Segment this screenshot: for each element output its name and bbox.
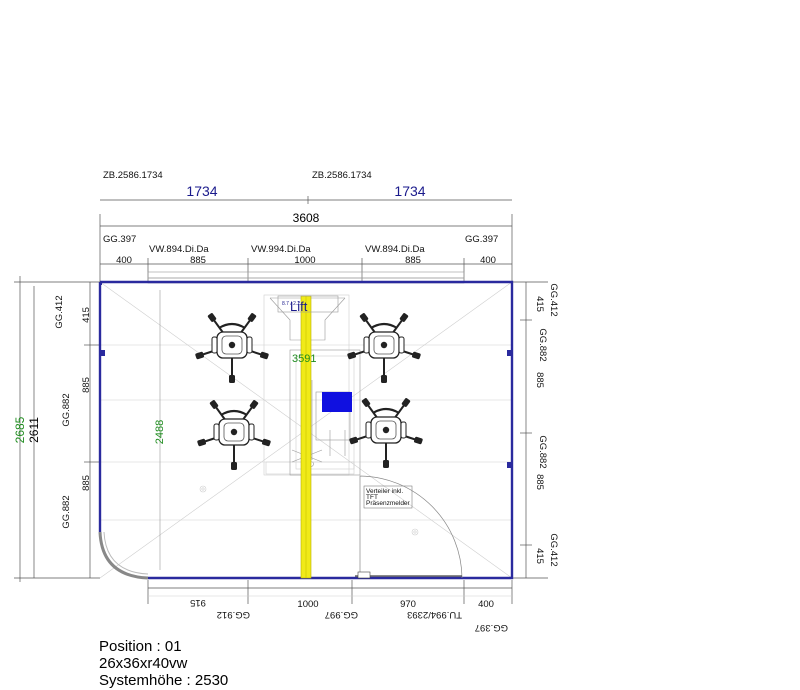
top-seg-1: 400	[116, 255, 132, 266]
right-gg-2: GG.882	[537, 328, 548, 361]
lift-small-label: 8.7 / 2.2	[282, 301, 300, 307]
column-mark	[507, 462, 511, 468]
floor-socket-icon	[411, 528, 419, 536]
left-dimensions: 2685 2611 415 885 885 GG.412 GG.882 GG.8…	[13, 276, 100, 582]
total-width-label: 3608	[293, 211, 320, 225]
left-gg-top: GG.412	[54, 295, 65, 328]
right-seg-3: 885	[534, 474, 545, 490]
left-seg-1: 415	[81, 307, 92, 323]
inner-length-label: 3591	[292, 353, 316, 365]
right-gg-1: GG.412	[548, 283, 559, 316]
door-swing	[355, 475, 463, 579]
right-gg-4: GG.412	[548, 533, 559, 566]
central-structure: Lift 8.7 / 2.2 3591 2488 Verteiler inkl.…	[154, 294, 413, 579]
office-chair-icon	[197, 400, 271, 470]
top-seg-5: 400	[480, 255, 496, 266]
left-seg-2: 885	[81, 377, 92, 393]
tft-screen	[322, 392, 352, 412]
note-line-3: Präsenzmelder	[366, 500, 411, 507]
bottom-gg-912: GG.912	[217, 609, 250, 620]
inner-depth-label: 2488	[154, 420, 166, 444]
right-seg-4: 415	[534, 548, 545, 564]
bottom-tu: TU.994/2393	[407, 609, 462, 620]
bottom-dimensions: 915 1000 970 400 GG.912 GG.997 TU.994/23…	[147, 580, 513, 633]
bottom-seg-3: 970	[400, 599, 416, 610]
booth-outer-wall	[100, 280, 514, 580]
caption-position: Position : 01	[99, 638, 182, 655]
bottom-seg-1: 915	[190, 597, 206, 608]
column-mark	[101, 350, 105, 356]
top-seg-4: 885	[405, 255, 421, 266]
zb-label-left: ZB.2586.1734	[103, 170, 163, 181]
gg-label-top-left: GG.397	[103, 234, 136, 245]
outer-height-green-label: 2685	[13, 416, 27, 443]
bottom-seg-4: 400	[478, 599, 494, 610]
office-chair-icon	[195, 313, 269, 383]
width-left-label: 1734	[186, 183, 217, 199]
top-seg-3: 1000	[294, 255, 315, 266]
vw-label-center: VW.994.Di.Da	[251, 244, 311, 255]
caption-height: Systemhöhe : 2530	[99, 672, 229, 689]
zb-label-right: ZB.2586.1734	[312, 170, 372, 181]
column-mark	[507, 350, 511, 356]
left-gg-mid: GG.882	[61, 393, 72, 426]
chairs-group	[195, 313, 423, 470]
bottom-gg-997: GG.997	[325, 609, 358, 620]
right-gg-3: GG.882	[537, 435, 548, 468]
vw-label-left: VW.894.Di.Da	[149, 244, 209, 255]
right-seg-2: 885	[534, 372, 545, 388]
floor-socket-icon	[199, 485, 207, 493]
width-right-label: 1734	[394, 183, 425, 199]
rounded-corner-wall	[98, 531, 149, 580]
lift-label: Lift	[290, 299, 308, 314]
bottom-gg-397: GG.397	[475, 622, 508, 633]
top-dimensions: ZB.2586.1734 ZB.2586.1734 1734 1734 3608…	[99, 170, 513, 282]
vw-label-right: VW.894.Di.Da	[365, 244, 425, 255]
left-gg-bottom: GG.882	[61, 495, 72, 528]
note-line-2: TFT	[366, 494, 378, 501]
right-seg-1: 415	[534, 296, 545, 312]
top-seg-2: 885	[190, 255, 206, 266]
left-seg-3: 885	[81, 475, 92, 491]
caption-size: 26x36xr40vw	[99, 655, 188, 672]
office-chair-icon	[347, 313, 421, 383]
right-dimensions: 415 885 885 415 GG.412 GG.882 GG.882 GG.…	[512, 281, 559, 579]
bottom-seg-2: 1000	[297, 599, 318, 610]
note-line-1: Verteiler inkl.	[366, 488, 403, 495]
gg-label-top-right: GG.397	[465, 234, 498, 245]
outer-height-black-label: 2611	[27, 417, 41, 443]
office-chair-icon	[349, 398, 423, 468]
lift-shaft	[289, 349, 361, 476]
door-arc-icon	[359, 475, 463, 579]
note-box	[363, 485, 413, 509]
